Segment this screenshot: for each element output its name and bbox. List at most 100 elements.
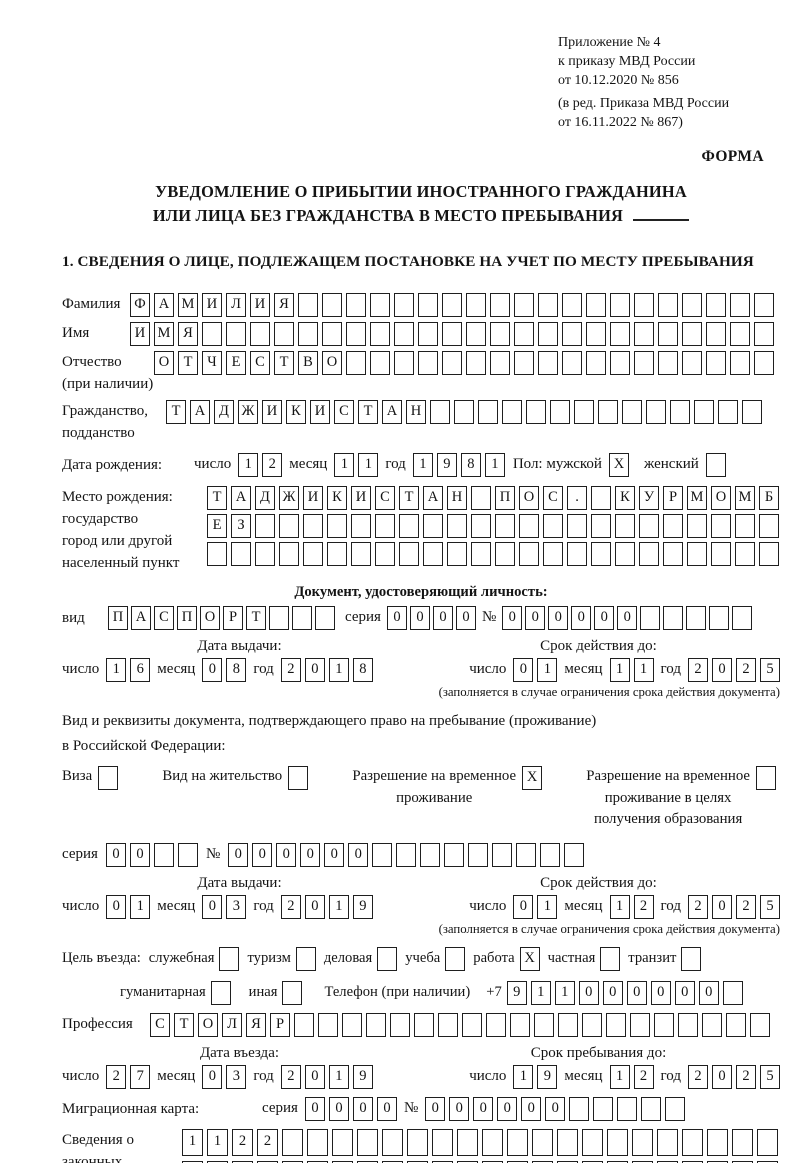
char-cell[interactable] <box>466 292 486 317</box>
char-cell[interactable]: А <box>382 399 402 424</box>
char-cell[interactable]: И <box>202 292 222 317</box>
char-cell[interactable]: Ч <box>202 350 222 375</box>
char-cell[interactable] <box>399 541 419 566</box>
char-cell[interactable] <box>423 541 443 566</box>
char-cell[interactable]: 7 <box>130 1064 151 1089</box>
char-cell[interactable]: 1 <box>328 1064 349 1089</box>
char-cell[interactable]: Ж <box>238 399 258 424</box>
char-cell[interactable] <box>681 946 702 971</box>
char-cell[interactable]: Д <box>255 485 275 510</box>
char-cell[interactable] <box>705 452 726 477</box>
char-cell[interactable] <box>670 399 690 424</box>
char-cell[interactable]: Е <box>226 350 246 375</box>
char-cell[interactable]: 1 <box>530 980 551 1005</box>
char-cell[interactable]: 0 <box>513 894 534 919</box>
char-cell[interactable] <box>630 1012 650 1037</box>
char-cell[interactable] <box>507 1128 528 1156</box>
char-cell[interactable] <box>755 766 776 791</box>
char-cell[interactable] <box>617 1096 638 1121</box>
char-cell[interactable] <box>375 541 395 566</box>
char-cell[interactable] <box>414 1012 434 1037</box>
char-cell[interactable] <box>707 1128 728 1156</box>
char-cell[interactable]: И <box>262 399 282 424</box>
char-cell[interactable] <box>658 321 678 346</box>
char-cell[interactable] <box>519 513 539 538</box>
char-cell[interactable] <box>250 321 270 346</box>
char-cell[interactable] <box>274 321 294 346</box>
char-cell[interactable] <box>98 766 119 791</box>
char-cell[interactable] <box>298 292 318 317</box>
char-cell[interactable] <box>332 1128 353 1156</box>
char-cell[interactable]: 0 <box>304 894 325 919</box>
char-cell[interactable] <box>478 399 498 424</box>
char-cell[interactable] <box>735 541 755 566</box>
char-cell[interactable]: О <box>322 350 342 375</box>
char-cell[interactable] <box>346 292 366 317</box>
char-cell[interactable] <box>709 605 730 630</box>
char-cell[interactable] <box>457 1128 478 1156</box>
char-cell[interactable]: И <box>250 292 270 317</box>
char-cell[interactable]: 2 <box>106 1064 127 1089</box>
char-cell[interactable] <box>445 946 466 971</box>
char-cell[interactable] <box>351 513 371 538</box>
char-cell[interactable] <box>466 321 486 346</box>
char-cell[interactable] <box>394 350 414 375</box>
char-cell[interactable]: 0 <box>228 842 249 867</box>
char-cell[interactable] <box>540 842 561 867</box>
char-cell[interactable] <box>394 292 414 317</box>
char-cell[interactable]: Т <box>274 350 294 375</box>
char-cell[interactable]: 0 <box>626 980 647 1005</box>
char-cell[interactable] <box>732 1128 753 1156</box>
char-cell[interactable] <box>466 350 486 375</box>
char-cell[interactable] <box>495 541 515 566</box>
char-cell[interactable]: 2 <box>688 894 708 919</box>
char-cell[interactable] <box>516 842 537 867</box>
char-cell[interactable]: А <box>231 485 251 510</box>
char-cell[interactable]: И <box>303 485 323 510</box>
char-cell[interactable] <box>396 842 417 867</box>
char-cell[interactable] <box>607 1160 628 1163</box>
char-cell[interactable] <box>447 541 467 566</box>
char-cell[interactable]: 0 <box>202 1064 223 1089</box>
char-cell[interactable] <box>153 842 174 867</box>
char-cell[interactable]: П <box>177 605 197 630</box>
char-cell[interactable] <box>598 399 618 424</box>
char-cell[interactable]: 1 <box>358 452 379 477</box>
char-cell[interactable]: Н <box>406 399 426 424</box>
char-cell[interactable] <box>315 605 335 630</box>
char-cell[interactable] <box>327 513 347 538</box>
char-cell[interactable]: С <box>334 399 354 424</box>
char-cell[interactable]: 9 <box>352 894 373 919</box>
char-cell[interactable]: Н <box>447 485 467 510</box>
char-cell[interactable] <box>502 399 522 424</box>
char-cell[interactable]: 2 <box>736 657 756 682</box>
char-cell[interactable] <box>754 321 774 346</box>
char-cell[interactable] <box>514 350 534 375</box>
char-cell[interactable]: О <box>711 485 731 510</box>
char-cell[interactable]: М <box>735 485 755 510</box>
char-cell[interactable] <box>591 513 611 538</box>
char-cell[interactable]: П <box>495 485 515 510</box>
char-cell[interactable]: Т <box>399 485 419 510</box>
char-cell[interactable] <box>303 513 323 538</box>
char-cell[interactable]: Т <box>246 605 266 630</box>
purpose-humanitarian-checkbox[interactable] <box>210 980 231 1005</box>
char-cell[interactable] <box>687 541 707 566</box>
char-cell[interactable] <box>606 1012 626 1037</box>
char-cell[interactable] <box>382 1128 403 1156</box>
char-cell[interactable] <box>219 946 240 971</box>
char-cell[interactable]: С <box>543 485 563 510</box>
char-cell[interactable]: 0 <box>328 1096 349 1121</box>
char-cell[interactable] <box>646 399 666 424</box>
